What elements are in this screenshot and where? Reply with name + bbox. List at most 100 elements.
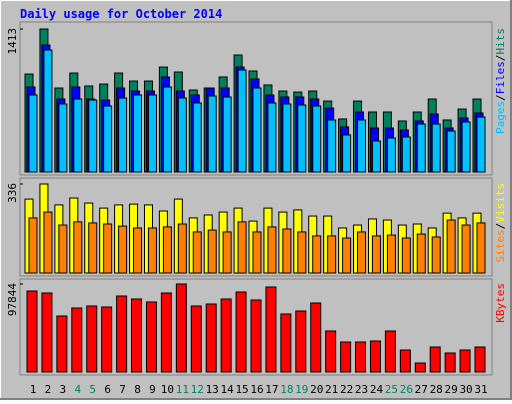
- bar: [192, 102, 202, 173]
- legend: Sites/Visits: [494, 183, 507, 263]
- bar: [312, 105, 322, 173]
- bar: [43, 49, 53, 173]
- y-tick-label: 97844: [6, 283, 19, 316]
- legend-separator: /: [494, 223, 507, 230]
- bar: [369, 340, 381, 373]
- bar: [325, 330, 337, 373]
- x-tick-label: 9: [149, 383, 156, 396]
- bar: [56, 315, 68, 373]
- bar: [252, 231, 262, 274]
- bar: [133, 94, 143, 173]
- bar: [327, 235, 337, 274]
- bar: [220, 298, 232, 373]
- x-tick-label: 4: [74, 383, 81, 396]
- bar: [297, 231, 307, 274]
- legend-entry: Sites: [494, 229, 507, 262]
- bar: [267, 102, 277, 173]
- bar: [371, 140, 381, 173]
- bar: [175, 283, 187, 373]
- bar: [342, 134, 352, 173]
- bar: [431, 236, 441, 274]
- bar: [28, 94, 38, 173]
- bar: [133, 227, 143, 274]
- x-tick-label: 19: [295, 383, 308, 396]
- x-tick-label: 17: [265, 383, 278, 396]
- bar: [295, 310, 307, 373]
- bar: [190, 305, 202, 373]
- bar: [147, 227, 157, 274]
- x-tick-label: 1: [30, 383, 37, 396]
- bar: [371, 235, 381, 274]
- bar: [310, 302, 322, 373]
- chart-title: Daily usage for October 2014: [20, 7, 222, 21]
- x-tick-label: 15: [235, 383, 248, 396]
- bar: [177, 223, 187, 274]
- bar: [237, 69, 247, 173]
- x-tick-label: 5: [89, 383, 96, 396]
- bar: [267, 226, 277, 274]
- x-tick-label: 26: [400, 383, 413, 396]
- x-tick-label: 7: [119, 383, 126, 396]
- bar: [282, 228, 292, 274]
- bar: [416, 123, 426, 173]
- y-tick-label: 1413: [6, 28, 19, 55]
- bar: [384, 330, 396, 373]
- bar: [250, 299, 262, 373]
- bar: [297, 104, 307, 173]
- x-tick-label: 20: [310, 383, 323, 396]
- x-tick-label: 11: [176, 383, 189, 396]
- bar: [192, 231, 202, 274]
- bar: [116, 295, 128, 373]
- bar: [237, 221, 247, 274]
- x-tick-label: 25: [385, 383, 398, 396]
- bar: [282, 103, 292, 173]
- bar: [103, 223, 113, 274]
- bar: [222, 96, 232, 173]
- bar: [280, 313, 292, 373]
- x-tick-label: 13: [206, 383, 219, 396]
- bar: [222, 231, 232, 274]
- bar: [26, 290, 38, 373]
- x-tick-label: 21: [325, 383, 338, 396]
- x-tick-label: 6: [104, 383, 111, 396]
- x-tick-label: 14: [221, 383, 235, 396]
- bar: [461, 224, 471, 274]
- bar: [386, 137, 396, 173]
- bar: [88, 99, 98, 173]
- bar: [401, 136, 411, 173]
- bar: [431, 123, 441, 173]
- x-tick-label: 24: [370, 383, 384, 396]
- bar: [103, 105, 113, 173]
- bar: [207, 229, 217, 274]
- bar: [459, 349, 471, 373]
- bar: [414, 362, 426, 373]
- x-tick-label: 18: [280, 383, 293, 396]
- legend: KBytes: [494, 283, 507, 323]
- bar: [88, 222, 98, 274]
- legend-separator: /: [494, 55, 507, 62]
- bar: [444, 352, 456, 373]
- x-tick-label: 16: [250, 383, 263, 396]
- legend-separator: /: [494, 94, 507, 101]
- bar: [131, 298, 143, 373]
- legend-entry: Files: [494, 61, 507, 94]
- bar: [118, 225, 128, 274]
- bar: [265, 286, 277, 373]
- bar: [474, 346, 486, 373]
- bar: [399, 349, 411, 373]
- bar: [145, 301, 157, 373]
- bar: [28, 217, 38, 274]
- bar: [73, 221, 83, 274]
- legend-entry: Visits: [494, 183, 507, 223]
- bar: [327, 119, 337, 173]
- bar: [416, 233, 426, 274]
- x-tick-label: 27: [415, 383, 428, 396]
- bar: [205, 303, 217, 373]
- bar: [71, 307, 83, 373]
- legend-entry: Hits: [494, 28, 507, 55]
- bar: [340, 341, 352, 373]
- x-tick-label: 23: [355, 383, 368, 396]
- bar: [207, 95, 217, 173]
- bar: [118, 97, 128, 173]
